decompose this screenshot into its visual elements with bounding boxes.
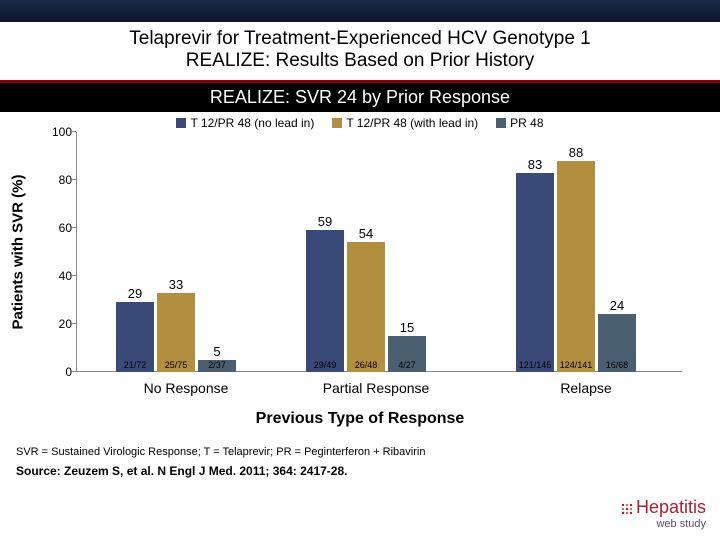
bar-value-label: 88 bbox=[557, 145, 595, 160]
bar: 2416/68 bbox=[598, 314, 636, 372]
y-tick-mark bbox=[72, 179, 76, 180]
bar-value-label: 24 bbox=[598, 298, 636, 313]
bar-value-label: 29 bbox=[116, 286, 154, 301]
bar-n-label: 124/141 bbox=[557, 360, 595, 370]
bar: 3325/75 bbox=[157, 293, 195, 372]
bar-value-label: 33 bbox=[157, 277, 195, 292]
bar-n-label: 21/72 bbox=[116, 360, 154, 370]
bar-value-label: 54 bbox=[347, 226, 385, 241]
bar: 5426/48 bbox=[347, 242, 385, 372]
plot-area: Patients with SVR (%) 0204060801002921/7… bbox=[30, 132, 690, 372]
y-axis-line bbox=[76, 132, 77, 372]
legend-swatch bbox=[332, 118, 342, 128]
slide: Telaprevir for Treatment-Experienced HCV… bbox=[0, 0, 720, 540]
bar-n-label: 2/37 bbox=[198, 360, 236, 370]
bar-group: 2921/723325/7552/37 bbox=[116, 293, 236, 372]
bar: 83121/145 bbox=[516, 173, 554, 372]
footnote: SVR = Sustained Virologic Response; T = … bbox=[16, 446, 704, 458]
logo-main: Hepatitis bbox=[636, 497, 706, 517]
title-line2: REALIZE: Results Based on Prior History bbox=[20, 50, 700, 72]
bar-value-label: 5 bbox=[198, 344, 236, 359]
logo: Hepatitis web study bbox=[620, 497, 706, 530]
logo-dots-icon bbox=[620, 502, 634, 516]
y-axis-label: Patients with SVR (%) bbox=[10, 174, 27, 329]
y-tick-label: 0 bbox=[46, 365, 72, 379]
bar-group: 5929/495426/48154/27 bbox=[306, 230, 426, 372]
legend-label: PR 48 bbox=[510, 116, 543, 130]
y-tick-label: 80 bbox=[46, 173, 72, 187]
logo-sub: web study bbox=[620, 518, 706, 530]
y-tick-label: 100 bbox=[46, 125, 72, 139]
x-group-label: Relapse bbox=[536, 380, 636, 396]
legend-item: PR 48 bbox=[496, 116, 543, 130]
title-line1: Telaprevir for Treatment-Experienced HCV… bbox=[20, 28, 700, 50]
legend-label: T 12/PR 48 (no lead in) bbox=[190, 116, 314, 130]
axes: 0204060801002921/723325/7552/37No Respon… bbox=[76, 132, 682, 372]
y-tick-mark bbox=[72, 227, 76, 228]
y-tick-mark bbox=[72, 275, 76, 276]
bar-n-label: 121/145 bbox=[516, 360, 554, 370]
bar-value-label: 83 bbox=[516, 157, 554, 172]
x-group-label: No Response bbox=[126, 380, 246, 396]
legend-swatch bbox=[176, 118, 186, 128]
y-tick-label: 60 bbox=[46, 221, 72, 235]
bar: 154/27 bbox=[388, 336, 426, 372]
legend-item: T 12/PR 48 (with lead in) bbox=[332, 116, 478, 130]
chart-subtitle: REALIZE: SVR 24 by Prior Response bbox=[0, 83, 720, 112]
legend: T 12/PR 48 (no lead in) T 12/PR 48 (with … bbox=[30, 116, 690, 130]
bar: 88124/141 bbox=[557, 161, 595, 372]
bar-n-label: 16/68 bbox=[598, 360, 636, 370]
legend-swatch bbox=[496, 118, 506, 128]
bar: 5929/49 bbox=[306, 230, 344, 372]
bar-n-label: 4/27 bbox=[388, 360, 426, 370]
y-tick-label: 40 bbox=[46, 269, 72, 283]
source-citation: Source: Zeuzem S, et al. N Engl J Med. 2… bbox=[16, 464, 704, 478]
bar-n-label: 26/48 bbox=[347, 360, 385, 370]
bar-value-label: 15 bbox=[388, 320, 426, 335]
top-bar bbox=[0, 0, 720, 22]
y-tick-mark bbox=[72, 371, 76, 372]
bar-value-label: 59 bbox=[306, 214, 344, 229]
y-tick-label: 20 bbox=[46, 317, 72, 331]
chart: T 12/PR 48 (no lead in) T 12/PR 48 (with … bbox=[30, 116, 690, 436]
bar-n-label: 25/75 bbox=[157, 360, 195, 370]
bar-n-label: 29/49 bbox=[306, 360, 344, 370]
title-area: Telaprevir for Treatment-Experienced HCV… bbox=[0, 22, 720, 76]
x-axis-label: Previous Type of Response bbox=[30, 410, 690, 428]
bar: 52/37 bbox=[198, 360, 236, 372]
legend-label: T 12/PR 48 (with lead in) bbox=[346, 116, 478, 130]
y-tick-mark bbox=[72, 323, 76, 324]
legend-item: T 12/PR 48 (no lead in) bbox=[176, 116, 314, 130]
y-tick-mark bbox=[72, 131, 76, 132]
x-group-label: Partial Response bbox=[306, 380, 446, 396]
bar-group: 83121/14588124/1412416/68 bbox=[516, 161, 636, 372]
bar: 2921/72 bbox=[116, 302, 154, 372]
